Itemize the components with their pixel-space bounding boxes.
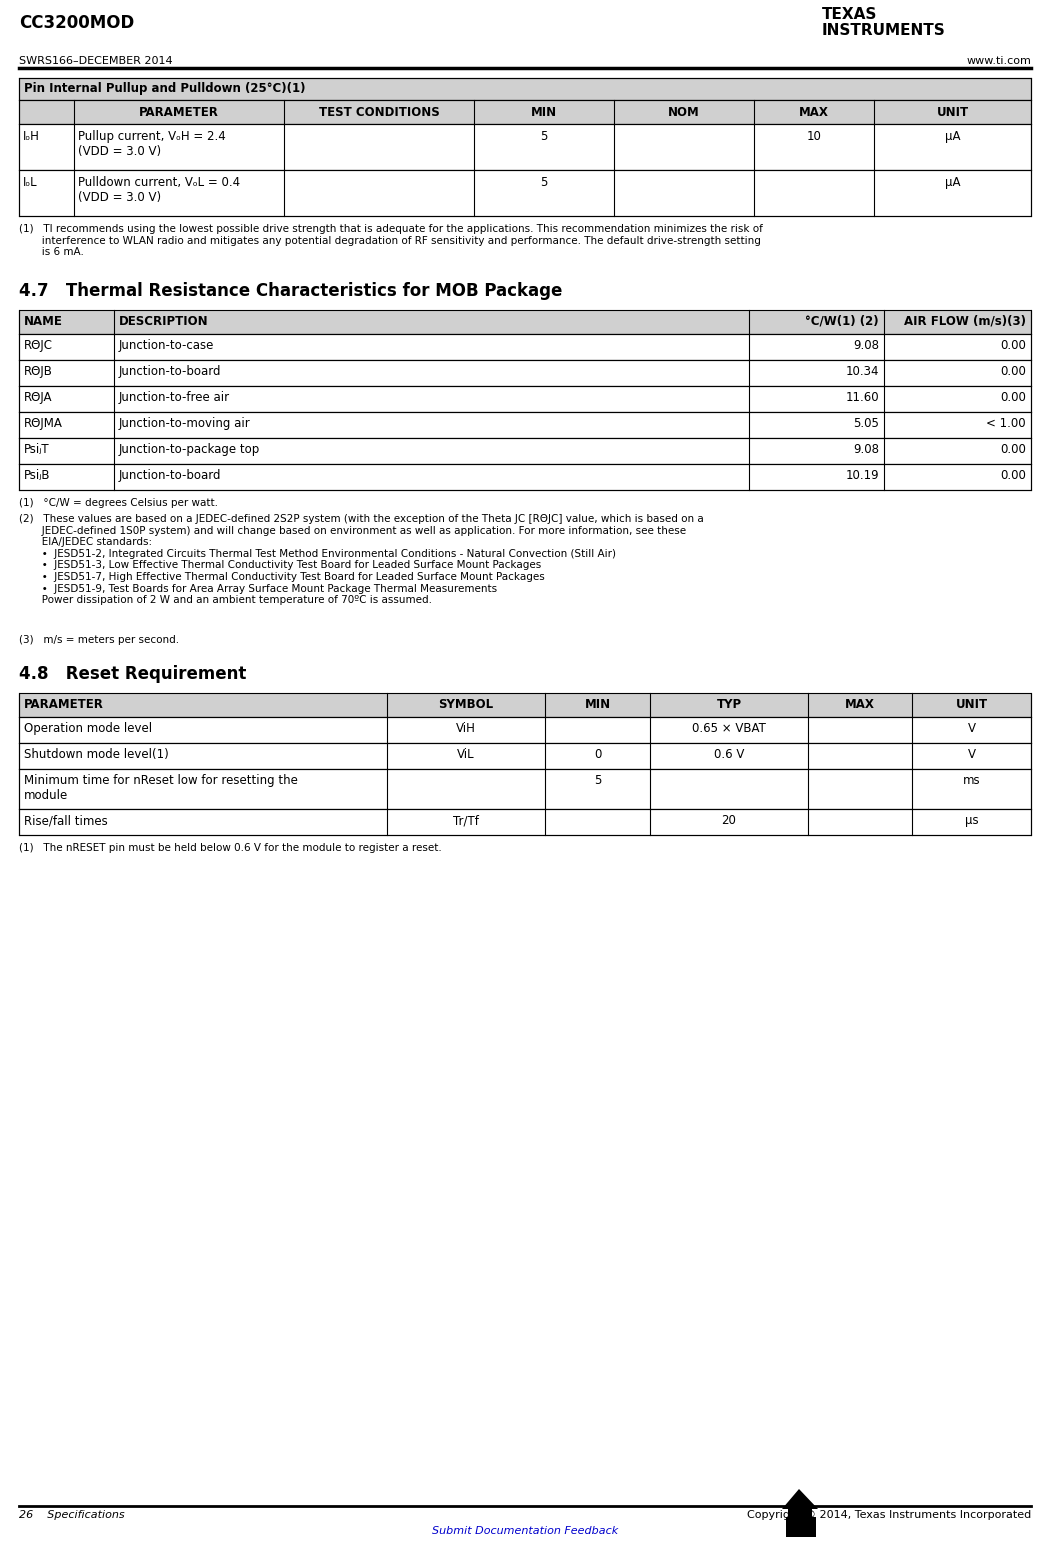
Bar	[19, 810, 1031, 836]
Text: 5: 5	[594, 774, 602, 786]
Text: 10.34: 10.34	[845, 365, 879, 378]
Text: AIR FLOW (m/s)(3): AIR FLOW (m/s)(3)	[904, 315, 1026, 328]
Text: NOM: NOM	[668, 106, 700, 119]
Text: (1)   TI recommends using the lowest possible drive strength that is adequate fo: (1) TI recommends using the lowest possi…	[19, 224, 763, 258]
Text: 0: 0	[594, 748, 602, 762]
Text: MIN: MIN	[531, 106, 558, 119]
Text: IₒL: IₒL	[23, 176, 38, 190]
Bar	[19, 717, 1031, 743]
Text: °C/W(1) (2): °C/W(1) (2)	[805, 315, 879, 328]
Text: IₒH: IₒH	[23, 130, 40, 143]
Bar	[19, 743, 1031, 769]
Text: 10: 10	[806, 130, 821, 143]
Text: MIN: MIN	[585, 699, 610, 711]
Text: Minimum time for nReset low for resetting the
module: Minimum time for nReset low for resettin…	[24, 774, 298, 802]
Text: RΘJC: RΘJC	[24, 339, 52, 352]
Bar	[19, 310, 1031, 335]
Text: Pin Internal Pullup and Pulldown (25°C)(1): Pin Internal Pullup and Pulldown (25°C)(…	[24, 82, 306, 96]
Text: 0.65 × VBAT: 0.65 × VBAT	[692, 722, 765, 736]
Text: PARAMETER: PARAMETER	[139, 106, 219, 119]
Text: NAME: NAME	[24, 315, 63, 328]
Text: V: V	[967, 748, 975, 762]
Text: Junction-to-board: Junction-to-board	[119, 469, 222, 483]
Text: PsiⱼT: PsiⱼT	[24, 443, 49, 456]
Text: Junction-to-free air: Junction-to-free air	[119, 392, 230, 404]
Text: (3)   m/s = meters per second.: (3) m/s = meters per second.	[19, 635, 180, 645]
Text: SWRS166–DECEMBER 2014: SWRS166–DECEMBER 2014	[19, 56, 172, 66]
Text: TEST CONDITIONS: TEST CONDITIONS	[318, 106, 439, 119]
Polygon shape	[782, 1490, 818, 1537]
Bar	[19, 464, 1031, 490]
Text: RΘJB: RΘJB	[24, 365, 52, 378]
Text: MAX: MAX	[799, 106, 828, 119]
Bar	[19, 438, 1031, 464]
Text: 0.6 V: 0.6 V	[714, 748, 744, 762]
Text: CC3200MOD: CC3200MOD	[19, 14, 134, 32]
Text: V: V	[967, 722, 975, 736]
Text: Copyright © 2014, Texas Instruments Incorporated: Copyright © 2014, Texas Instruments Inco…	[747, 1510, 1031, 1520]
Text: (1)   The nRESET pin must be held below 0.6 V for the module to register a reset: (1) The nRESET pin must be held below 0.…	[19, 843, 442, 853]
Text: MAX: MAX	[845, 699, 875, 711]
Text: 4.8   Reset Requirement: 4.8 Reset Requirement	[19, 665, 247, 683]
Text: UNIT: UNIT	[956, 699, 988, 711]
Text: TEXAS: TEXAS	[822, 8, 878, 22]
Text: www.ti.com: www.ti.com	[966, 56, 1031, 66]
Text: μA: μA	[945, 176, 961, 190]
Text: 0.00: 0.00	[1000, 365, 1026, 378]
Text: Operation mode level: Operation mode level	[24, 722, 152, 736]
Text: ms: ms	[963, 774, 981, 786]
Text: 0.00: 0.00	[1000, 339, 1026, 352]
Text: (2)   These values are based on a JEDEC-defined 2S2P system (with the exception : (2) These values are based on a JEDEC-de…	[19, 513, 704, 604]
Text: 9.08: 9.08	[853, 443, 879, 456]
Bar	[19, 79, 1031, 100]
Text: Submit Documentation Feedback: Submit Documentation Feedback	[432, 1527, 618, 1536]
Text: 10.19: 10.19	[845, 469, 879, 483]
Bar	[19, 335, 1031, 359]
Text: μs: μs	[965, 814, 979, 827]
Text: 5: 5	[541, 176, 548, 190]
Bar	[19, 692, 1031, 717]
Text: 4.7   Thermal Resistance Characteristics for MOB Package: 4.7 Thermal Resistance Characteristics f…	[19, 282, 563, 301]
Text: < 1.00: < 1.00	[986, 416, 1026, 430]
Bar	[19, 170, 1031, 216]
Text: Junction-to-moving air: Junction-to-moving air	[119, 416, 251, 430]
Text: 11.60: 11.60	[845, 392, 879, 404]
Text: 20: 20	[721, 814, 736, 827]
Bar	[19, 359, 1031, 386]
Bar	[19, 412, 1031, 438]
Text: 5.05: 5.05	[853, 416, 879, 430]
Text: RΘJA: RΘJA	[24, 392, 52, 404]
Text: ViL: ViL	[457, 748, 475, 762]
Text: Junction-to-board: Junction-to-board	[119, 365, 222, 378]
Text: Junction-to-package top: Junction-to-package top	[119, 443, 260, 456]
Text: DESCRIPTION: DESCRIPTION	[119, 315, 209, 328]
Text: Tr/Tf: Tr/Tf	[453, 814, 479, 827]
Text: μA: μA	[945, 130, 961, 143]
Text: Shutdown mode level(1): Shutdown mode level(1)	[24, 748, 169, 762]
Text: Junction-to-case: Junction-to-case	[119, 339, 214, 352]
Text: 0.00: 0.00	[1000, 469, 1026, 483]
Text: 9.08: 9.08	[853, 339, 879, 352]
Text: UNIT: UNIT	[937, 106, 968, 119]
Text: PsiⱼB: PsiⱼB	[24, 469, 50, 483]
Text: ViH: ViH	[456, 722, 476, 736]
Text: Pullup current, VₒH = 2.4
(VDD = 3.0 V): Pullup current, VₒH = 2.4 (VDD = 3.0 V)	[78, 130, 226, 157]
Text: Rise/fall times: Rise/fall times	[24, 814, 108, 827]
Text: 0.00: 0.00	[1000, 443, 1026, 456]
Text: (1)   °C/W = degrees Celsius per watt.: (1) °C/W = degrees Celsius per watt.	[19, 498, 218, 507]
Text: INSTRUMENTS: INSTRUMENTS	[822, 23, 946, 39]
Text: Pulldown current, VₒL = 0.4
(VDD = 3.0 V): Pulldown current, VₒL = 0.4 (VDD = 3.0 V…	[78, 176, 240, 204]
Text: 0.00: 0.00	[1000, 392, 1026, 404]
Bar	[19, 769, 1031, 810]
Text: RΘJMA: RΘJMA	[24, 416, 63, 430]
Text: 26    Specifications: 26 Specifications	[19, 1510, 125, 1520]
Bar	[19, 123, 1031, 170]
Text: TYP: TYP	[716, 699, 741, 711]
Bar	[19, 386, 1031, 412]
Text: 5: 5	[541, 130, 548, 143]
Bar	[19, 100, 1031, 123]
Text: SYMBOL: SYMBOL	[439, 699, 493, 711]
Text: PARAMETER: PARAMETER	[24, 699, 104, 711]
